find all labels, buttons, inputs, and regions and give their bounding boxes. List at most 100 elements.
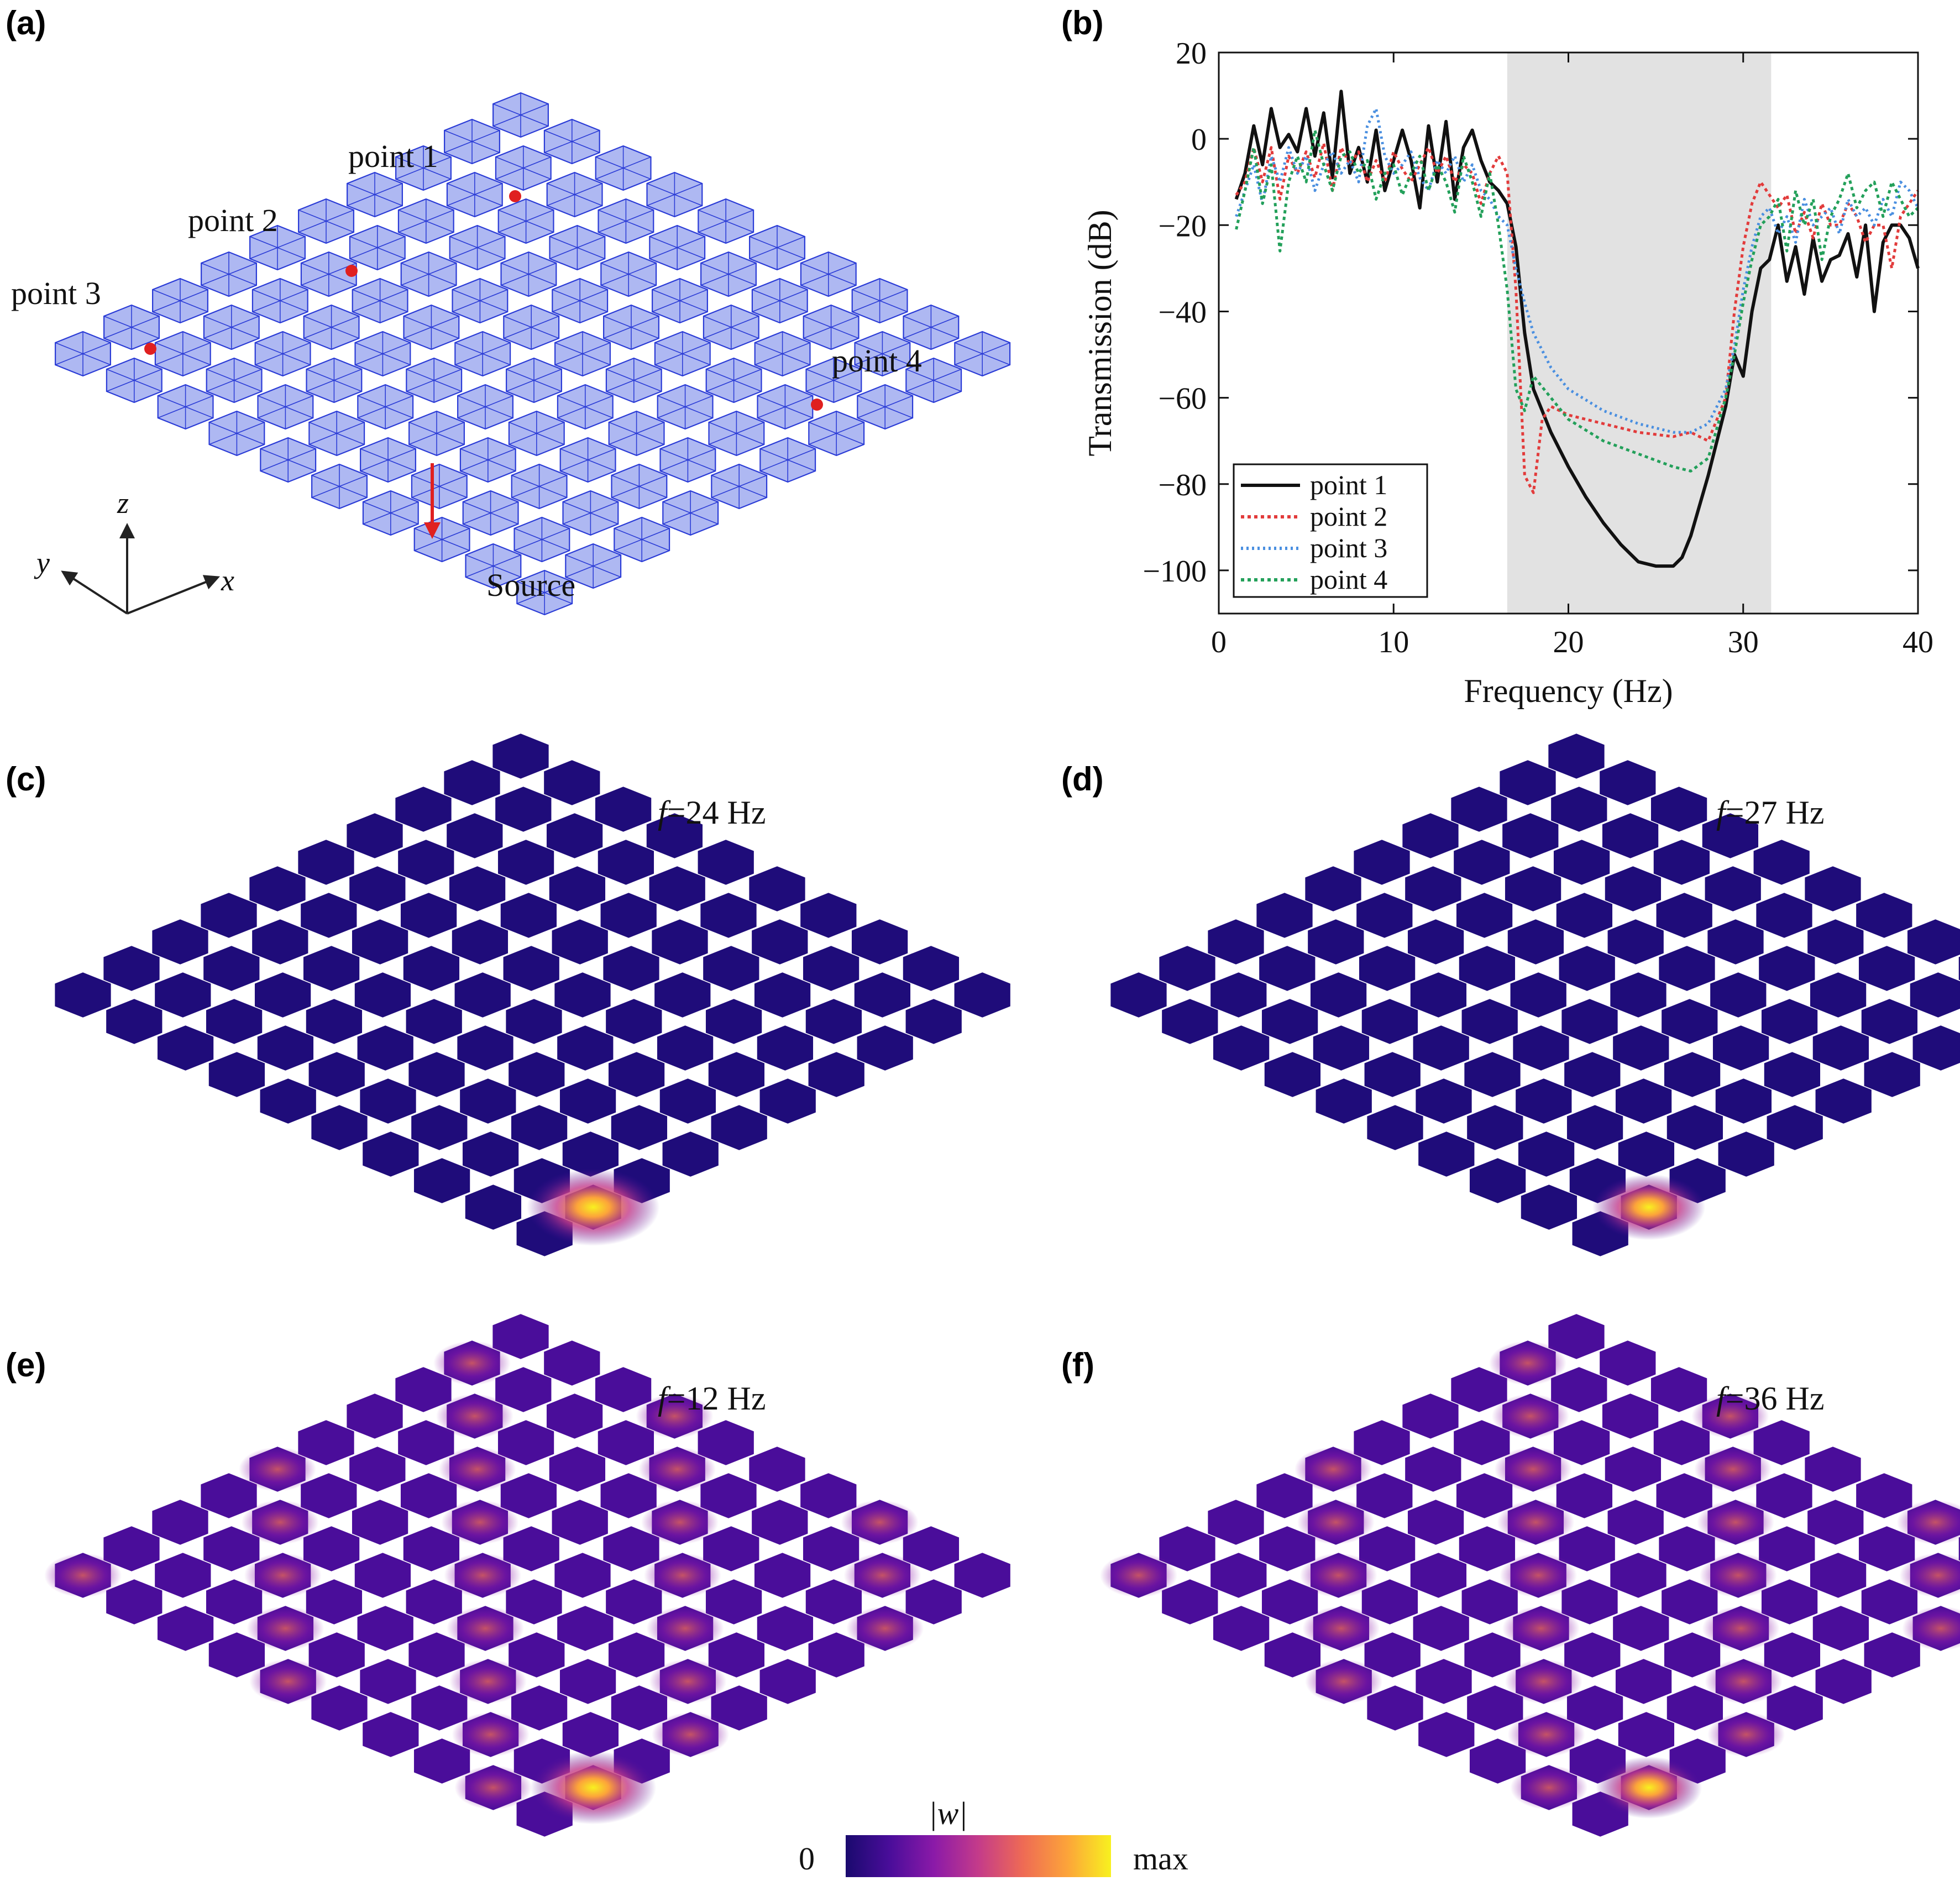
lattice-cell xyxy=(403,946,460,991)
field-amplitude-blob xyxy=(1699,1553,1777,1597)
lattice-fold-line xyxy=(306,369,334,381)
lattice-cell xyxy=(549,866,606,911)
lattice-cell xyxy=(611,1105,668,1150)
lattice-cell xyxy=(1407,919,1464,965)
lattice-cell xyxy=(152,919,208,965)
lattice-cell xyxy=(203,946,260,991)
lattice-cell xyxy=(1402,813,1459,858)
lattice-fold-line xyxy=(282,353,311,365)
lattice-cell xyxy=(1607,1500,1664,1545)
lattice-cell xyxy=(554,1553,611,1598)
lattice-cell xyxy=(1502,813,1559,858)
lattice-fold-line xyxy=(447,183,475,195)
field-amplitude-blob xyxy=(1299,1553,1377,1597)
lattice-fold-line xyxy=(103,316,132,328)
lattice-cell xyxy=(1310,972,1367,1018)
lattice-cell xyxy=(606,999,662,1044)
lattice-cell xyxy=(1807,1500,1864,1545)
lattice-fold-line xyxy=(385,395,413,407)
lattice-fold-line xyxy=(347,194,375,206)
lattice-fold-line xyxy=(884,406,913,418)
point-2-label: point 2 xyxy=(188,202,278,238)
lattice-cell xyxy=(1359,946,1416,991)
field-amplitude-blob xyxy=(452,1712,530,1757)
field-amplitude-blob xyxy=(1899,1553,1960,1597)
lattice-cell xyxy=(1367,1105,1423,1150)
lattice-cell xyxy=(1110,972,1167,1018)
lattice-fold-line xyxy=(477,247,505,259)
field-map-f xyxy=(1100,1314,1960,1837)
field-amplitude-blob xyxy=(843,1553,921,1597)
lattice-fold-line xyxy=(611,475,640,487)
lattice-fold-line xyxy=(408,422,437,434)
lattice-cell xyxy=(1548,733,1605,779)
lattice-fold-line xyxy=(590,501,619,514)
lattice-cell xyxy=(1810,972,1867,1018)
point-2-marker xyxy=(345,265,358,277)
lattice-cell xyxy=(1753,840,1810,885)
lattice-fold-line xyxy=(628,263,657,275)
lattice-fold-line xyxy=(155,342,184,354)
lattice-fold-line xyxy=(511,486,539,498)
lattice-cell xyxy=(1662,999,1718,1044)
lattice-cell xyxy=(752,919,808,965)
legend-entry-point-1: point 1 xyxy=(1310,469,1387,500)
lattice-cell xyxy=(1159,1526,1215,1571)
lattice-fold-line xyxy=(593,565,621,578)
lattice-cell xyxy=(352,1500,408,1545)
lattice-cell xyxy=(544,1340,600,1386)
lattice-fold-line xyxy=(258,406,286,418)
lattice-fold-line xyxy=(933,380,962,392)
panel-d-frequency: f=27 Hz xyxy=(1716,794,1824,831)
lattice-fold-line xyxy=(134,369,162,381)
lattice-fold-line xyxy=(752,300,780,312)
lattice-fold-line xyxy=(725,221,754,233)
lattice-cell xyxy=(1416,1659,1472,1704)
x-axis-title: Frequency (Hz) xyxy=(1464,673,1673,709)
lattice-fold-line xyxy=(260,459,289,471)
lattice-fold-line xyxy=(636,433,664,445)
lattice-fold-line xyxy=(277,247,306,259)
lattice-cell xyxy=(603,946,659,991)
lattice-cell xyxy=(808,1052,864,1097)
field-amplitude-blob xyxy=(1707,1712,1785,1757)
lattice-fold-line xyxy=(347,183,375,195)
lattice-fold-line xyxy=(465,554,494,567)
lattice-fold-line xyxy=(495,156,524,169)
lattice-fold-line xyxy=(598,221,626,233)
lattice-fold-line xyxy=(654,342,683,354)
lattice-fold-line xyxy=(787,448,816,460)
lattice-fold-line xyxy=(301,274,329,286)
lattice-fold-line xyxy=(542,539,570,551)
lattice-cell xyxy=(301,893,357,938)
lattice-cell xyxy=(511,1105,568,1150)
lattice-cell xyxy=(1602,1393,1659,1439)
field-amplitude-blob xyxy=(1702,1606,1780,1651)
x-tick-label: 0 xyxy=(1211,625,1227,659)
lattice-cell xyxy=(360,1078,416,1124)
lattice-cell xyxy=(155,1553,211,1598)
lattice-cell xyxy=(1548,1314,1605,1359)
lattice-cell xyxy=(1510,972,1566,1018)
series-group xyxy=(1234,90,1920,568)
lattice-cell xyxy=(509,1052,565,1097)
lattice-cell xyxy=(1910,972,1960,1018)
lattice-fold-line xyxy=(82,353,111,365)
lattice-fold-line xyxy=(682,342,710,354)
y-tick-label: 20 xyxy=(1176,36,1207,71)
x-axis-label: x xyxy=(221,564,234,597)
field-amplitude-blob xyxy=(1489,1341,1566,1385)
lattice-fold-line xyxy=(498,221,526,233)
lattice-fold-line xyxy=(495,167,524,180)
lattice-cell xyxy=(363,1131,419,1177)
lattice-cell xyxy=(303,946,360,991)
lattice-fold-line xyxy=(572,141,600,153)
lattice-fold-line xyxy=(544,130,573,142)
lattice-cell xyxy=(1413,1606,1469,1651)
lattice-fold-line xyxy=(277,236,306,248)
lattice-fold-line xyxy=(249,236,278,248)
lattice-cell xyxy=(1418,1131,1475,1177)
lattice-fold-line xyxy=(982,342,1010,354)
lattice-fold-line xyxy=(490,512,518,525)
lattice-fold-line xyxy=(674,194,703,206)
